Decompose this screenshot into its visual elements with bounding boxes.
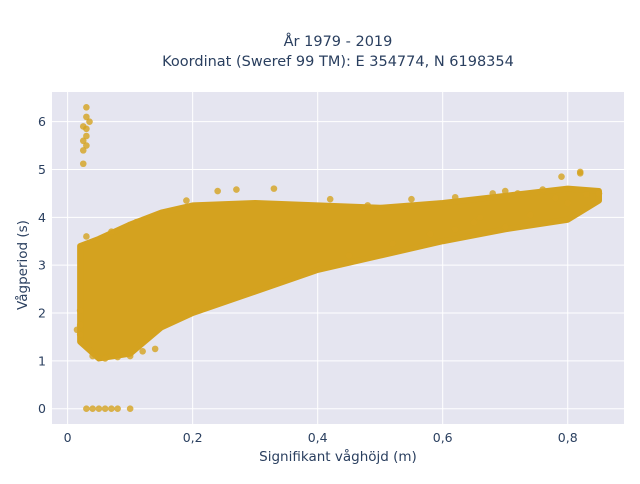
scatter-point bbox=[83, 142, 90, 149]
y-tick-label: 3 bbox=[38, 258, 46, 273]
y-tick-label: 4 bbox=[38, 210, 46, 225]
scatter-point bbox=[389, 240, 396, 247]
scatter-point bbox=[489, 190, 497, 197]
point-cloud-layer bbox=[77, 185, 602, 362]
scatter-point bbox=[595, 190, 603, 197]
scatter-point bbox=[564, 199, 572, 207]
y-tick-label: 0 bbox=[38, 401, 46, 416]
scatter-point bbox=[126, 405, 134, 412]
scatter-point bbox=[89, 405, 96, 412]
scatter-point bbox=[326, 195, 334, 203]
scatter-point bbox=[408, 195, 415, 203]
scatter-point bbox=[83, 104, 90, 111]
scatter-point bbox=[183, 197, 190, 204]
x-axis-title: Signifikant våghöjd (m) bbox=[259, 448, 417, 465]
scatter-point bbox=[83, 132, 90, 140]
scatter-point bbox=[270, 185, 278, 192]
scatter-point bbox=[89, 352, 96, 360]
scatter-point bbox=[126, 352, 134, 360]
scatter-point bbox=[108, 228, 115, 235]
scatter-point bbox=[364, 202, 371, 209]
x-tick-label: 0 bbox=[64, 430, 72, 445]
scatter-point bbox=[139, 347, 146, 355]
scatter-point bbox=[470, 218, 478, 226]
scatter-point bbox=[501, 187, 509, 195]
scatter-point bbox=[514, 190, 522, 197]
scatter-point bbox=[114, 353, 121, 361]
scatter-point bbox=[133, 218, 140, 226]
scatter-point bbox=[101, 355, 109, 362]
y-tick-label: 6 bbox=[38, 114, 46, 129]
scatter-point bbox=[426, 230, 434, 238]
y-tick-label: 1 bbox=[38, 353, 46, 368]
x-tick-label: 0,6 bbox=[433, 430, 453, 445]
scatter-point bbox=[83, 405, 90, 412]
x-tick-label: 0,4 bbox=[308, 430, 328, 445]
scatter-point bbox=[476, 214, 484, 221]
y-tick-label: 5 bbox=[38, 162, 46, 177]
scatter-point bbox=[79, 160, 87, 168]
scatter-point bbox=[108, 405, 115, 412]
scatter-point bbox=[576, 168, 584, 176]
y-tick-label: 2 bbox=[38, 306, 46, 321]
scatter-point bbox=[451, 193, 459, 201]
scatter-points-layer bbox=[73, 104, 603, 412]
scatter-point bbox=[526, 211, 534, 219]
scatter-point bbox=[539, 186, 547, 193]
scatter-point bbox=[76, 331, 84, 338]
scatter-point bbox=[214, 187, 221, 195]
scatter-point bbox=[79, 137, 87, 145]
scatter-point bbox=[558, 173, 565, 180]
scatter-point bbox=[95, 405, 103, 412]
scatter-point bbox=[83, 233, 90, 240]
scatter-point bbox=[79, 147, 87, 154]
chart-title-line-1: År 1979 - 2019 bbox=[284, 33, 393, 50]
scatter-point bbox=[233, 186, 240, 193]
scatter-point bbox=[151, 345, 159, 353]
x-tick-label: 0,2 bbox=[183, 430, 203, 445]
chart-title-line-2: Koordinat (Sweref 99 TM): E 354774, N 61… bbox=[162, 54, 514, 70]
dense-point-cloud bbox=[77, 185, 602, 362]
scatter-point bbox=[73, 326, 81, 334]
x-tick-label: 0,8 bbox=[558, 430, 578, 445]
tick-labels-layer: 0 0,2 0,4 0,6 0,8 0 1 2 3 4 5 6 bbox=[38, 114, 578, 445]
scatter-point bbox=[583, 191, 590, 198]
scatter-point bbox=[76, 321, 84, 329]
y-axis-title: Vågperiod (s) bbox=[14, 220, 31, 310]
scatter-point bbox=[86, 118, 93, 125]
scatter-point bbox=[83, 125, 90, 133]
scatter-point bbox=[451, 225, 459, 233]
scatter-point bbox=[101, 405, 109, 412]
scatter-point bbox=[345, 252, 353, 259]
scatter-point bbox=[83, 113, 90, 121]
scatter-point bbox=[76, 307, 84, 314]
scatter-point bbox=[551, 194, 559, 202]
scatter-point bbox=[114, 405, 121, 412]
scatter-point bbox=[501, 223, 509, 231]
